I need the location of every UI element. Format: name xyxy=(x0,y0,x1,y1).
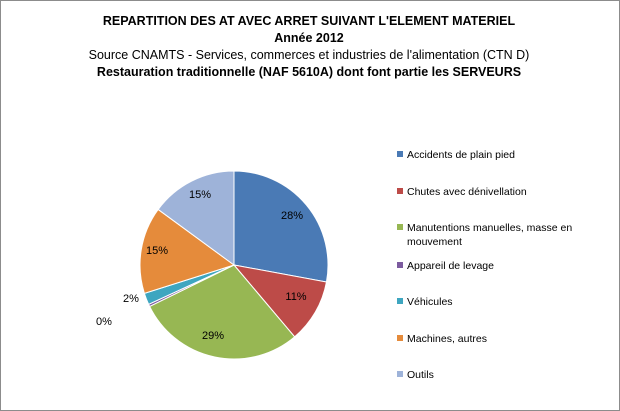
pie-slice-6 xyxy=(139,208,236,295)
legend-swatch-5 xyxy=(397,298,403,304)
legend-label-3: Manutentions manuelles, masse en mouveme… xyxy=(407,222,573,248)
legend-swatch-2 xyxy=(397,188,403,194)
legend-swatch-1 xyxy=(397,151,403,157)
legend-label-5: Véhicules xyxy=(407,296,453,308)
data-label-2: 11% xyxy=(285,291,306,303)
pie-slice-2 xyxy=(232,264,328,338)
legend-label-1: Accidents de plain pied xyxy=(407,149,515,161)
data-label-4: 0% xyxy=(96,316,112,328)
chart-subtitle-year: Année 2012 xyxy=(274,31,344,45)
legend-swatch-4 xyxy=(397,262,403,268)
data-label-3: 29% xyxy=(202,330,224,342)
legend-label-7: Outils xyxy=(407,369,434,381)
legend-swatch-3 xyxy=(397,224,403,230)
data-label-5: 2% xyxy=(123,293,139,305)
data-label-1: 28% xyxy=(281,210,303,222)
chart-titles: REPARTITION DES AT AVEC ARRET SUIVANT L'… xyxy=(0,12,618,81)
chart-title: REPARTITION DES AT AVEC ARRET SUIVANT L'… xyxy=(102,14,516,28)
data-label-7: 15% xyxy=(189,189,211,201)
data-label-6: 15% xyxy=(146,245,168,257)
legend-label-2: Chutes avec dénivellation xyxy=(407,186,527,198)
pie-slice-1 xyxy=(233,170,329,283)
pie-slice-7 xyxy=(157,170,235,266)
chart-subtitle-sector: Restauration traditionnelle (NAF 5610A) … xyxy=(96,65,522,79)
legend-label-4: Appareil de levage xyxy=(407,260,494,272)
legend-label-6: Machines, autres xyxy=(407,333,487,345)
chart-subtitle-source: Source CNAMTS - Services, commerces et i… xyxy=(88,48,530,62)
legend-swatch-6 xyxy=(397,335,403,341)
pie-slice-3 xyxy=(148,264,296,360)
legend-swatch-7 xyxy=(397,371,403,377)
